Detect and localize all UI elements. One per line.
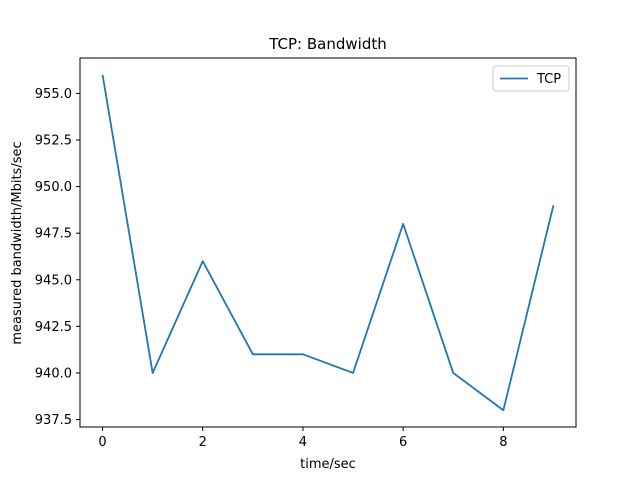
legend-box bbox=[492, 65, 570, 92]
y-tick-label: 940.0 bbox=[35, 366, 72, 381]
x-tick-label: 6 bbox=[399, 435, 407, 450]
series-line-tcp bbox=[101, 74, 555, 412]
y-tick-label: 947.5 bbox=[35, 227, 72, 242]
x-tick-label: 8 bbox=[499, 435, 507, 450]
x-axis-label: time/sec bbox=[300, 457, 356, 472]
legend: TCP bbox=[492, 65, 570, 92]
y-axis-label: measured bandwidth/Mbits/sec bbox=[10, 141, 25, 344]
axes: 0 2 4 6 8 937.5 940.0 942.5 945.0 947.5 950.0 952.5… bbox=[35, 57, 577, 450]
y-tick-label: 950.0 bbox=[35, 180, 72, 195]
x-tick-label: 2 bbox=[199, 435, 207, 450]
axes-frame bbox=[79, 57, 577, 428]
y-tick-label: 945.0 bbox=[35, 273, 72, 288]
chart-title: TCP: Bandwidth bbox=[268, 35, 386, 53]
plot-area bbox=[101, 74, 555, 412]
y-tick-label: 955.0 bbox=[35, 87, 72, 102]
y-tick-label: 952.5 bbox=[35, 134, 72, 149]
x-tick-label: 0 bbox=[98, 435, 106, 450]
y-tick-label: 942.5 bbox=[35, 320, 72, 335]
x-tick-label: 4 bbox=[299, 435, 307, 450]
y-tick-label: 937.5 bbox=[35, 413, 72, 428]
legend-label: TCP bbox=[536, 72, 561, 87]
